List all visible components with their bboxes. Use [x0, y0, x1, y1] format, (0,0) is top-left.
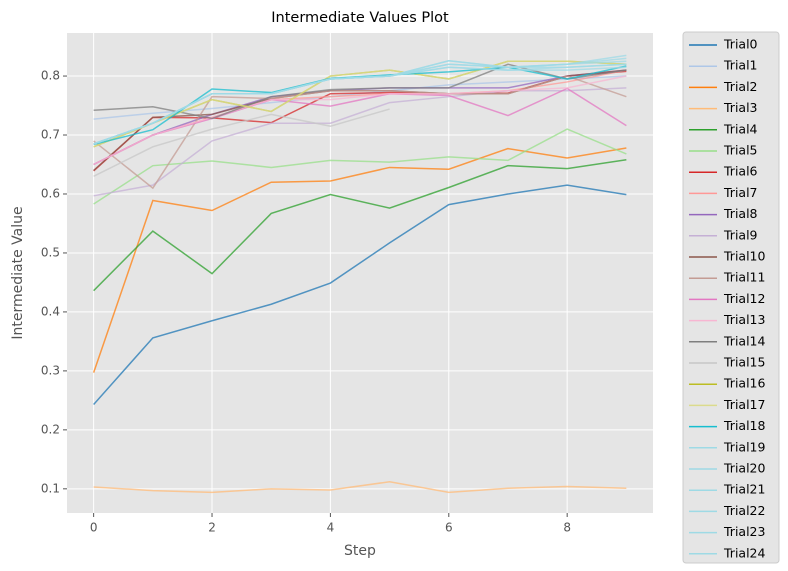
legend-text: Trial24: [723, 545, 765, 560]
series-line: [93, 108, 390, 177]
y-tick-label: 0.6: [41, 186, 60, 200]
legend-text: Trial21: [723, 482, 765, 497]
series-line: [93, 75, 627, 166]
x-axis-label: Step: [344, 543, 376, 559]
legend-text: Trial19: [723, 439, 765, 454]
legend-text: Trial17: [723, 397, 765, 412]
legend-text: Trial0: [723, 37, 758, 52]
series-line: [93, 87, 627, 197]
series-line: [93, 159, 627, 292]
legend-text: Trial2: [723, 79, 758, 94]
plot-area: [67, 33, 653, 513]
legend-text: Trial8: [723, 206, 758, 221]
series-line: [93, 63, 627, 120]
y-tick-label: 0.4: [41, 304, 60, 318]
legend-text: Trial1: [723, 58, 758, 73]
x-tick-label: 4: [327, 521, 335, 535]
legend-text: Trial6: [723, 164, 758, 179]
legend-text: Trial18: [723, 418, 765, 433]
y-tick-label: 0.7: [41, 128, 60, 142]
x-tick-label: 2: [208, 521, 216, 535]
series-line: [93, 480, 627, 494]
y-tick-label: 0.2: [41, 422, 60, 436]
legend-text: Trial14: [723, 333, 765, 348]
legend-text: Trial22: [723, 503, 765, 518]
legend-text: Trial12: [723, 291, 765, 306]
y-tick-label: 0.3: [41, 363, 60, 377]
legend-text: Trial23: [723, 524, 765, 539]
y-tick-label: 0.5: [41, 245, 60, 259]
legend-text: Trial7: [723, 185, 758, 200]
legend-text: Trial11: [723, 270, 765, 285]
legend-text: Trial15: [723, 355, 765, 370]
series-line: [93, 66, 627, 145]
legend-text: Trial16: [723, 376, 765, 391]
legend: [682, 31, 780, 564]
series-line: [93, 184, 627, 405]
legend-text: Trial10: [723, 249, 765, 264]
series-line: [93, 60, 627, 148]
x-tick-label: 8: [563, 521, 571, 535]
legend-text: Trial5: [723, 143, 758, 158]
legend-text: Trial4: [723, 121, 758, 136]
legend-text: Trial9: [723, 227, 758, 242]
legend-text: Trial13: [723, 312, 765, 327]
y-tick-label: 0.1: [41, 481, 60, 495]
x-tick-label: 6: [445, 521, 453, 535]
x-tick-label: 0: [90, 521, 98, 535]
legend-text: Trial3: [723, 100, 758, 115]
chart-title: Intermediate Values Plot: [271, 10, 449, 26]
y-tick-label: 0.8: [41, 69, 60, 83]
series-line: [93, 65, 627, 146]
series-line: [92, 147, 627, 373]
series-line: [93, 75, 627, 190]
legend-text: Trial20: [723, 461, 765, 476]
y-axis-label: Intermediate Value: [10, 206, 26, 339]
